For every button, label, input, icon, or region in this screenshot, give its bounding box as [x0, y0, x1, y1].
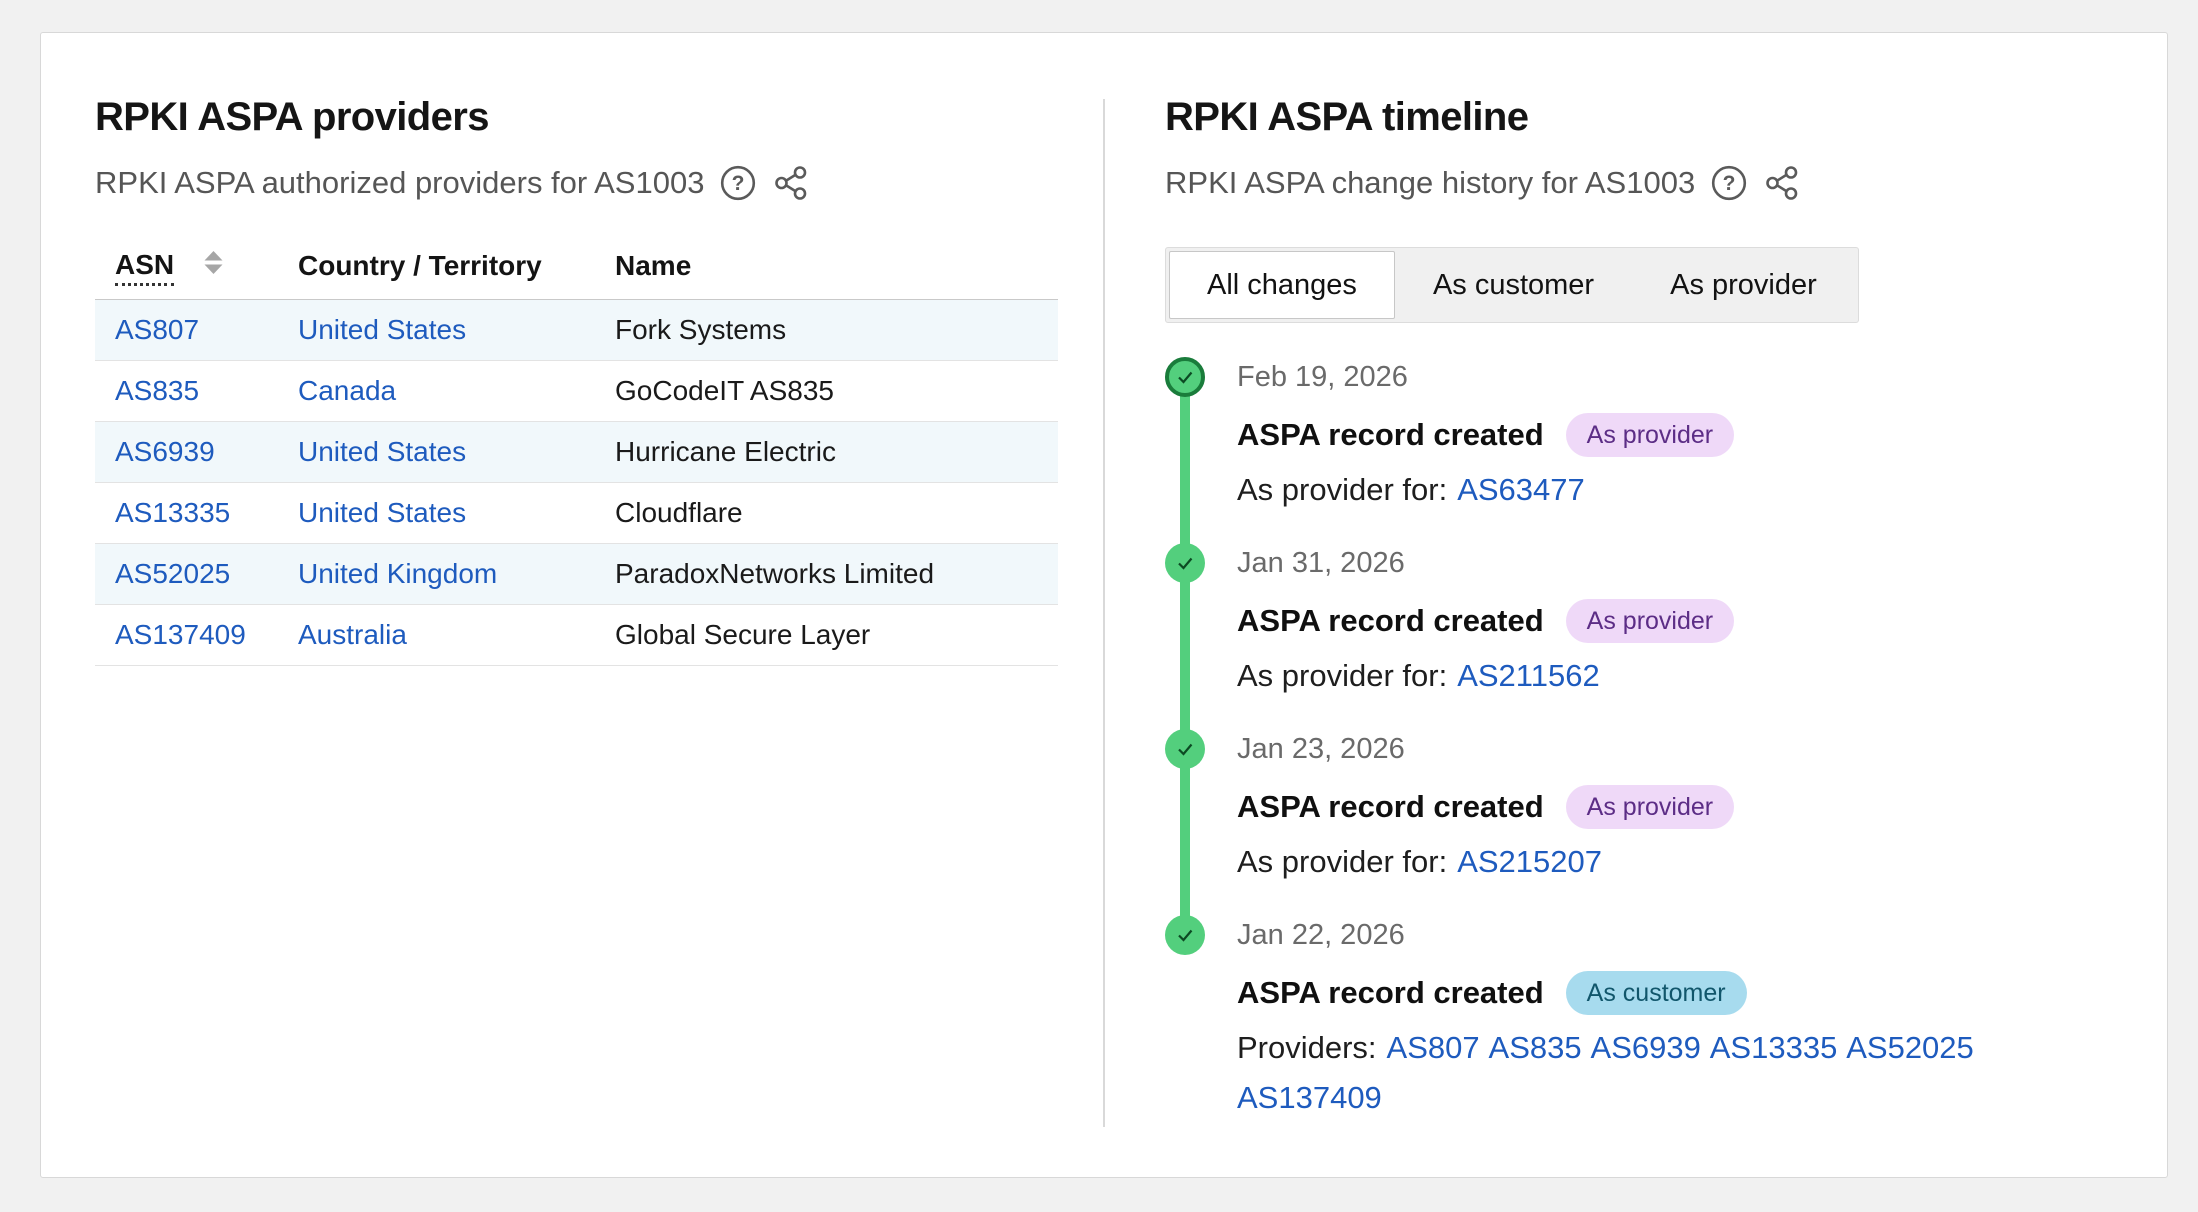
- table-row: AS835 Canada GoCodeIT AS835: [95, 361, 1058, 422]
- event-date: Jan 23, 2026: [1237, 729, 2097, 769]
- event-title-row: ASPA record created As provider: [1237, 785, 2097, 829]
- event-title: ASPA record created: [1237, 413, 1544, 457]
- check-circle-icon: [1165, 729, 1205, 769]
- provider-name: Hurricane Electric: [595, 422, 1058, 483]
- event-title: ASPA record created: [1237, 785, 1544, 829]
- providers-panel: RPKI ASPA providers RPKI ASPA authorized…: [41, 33, 1103, 1177]
- event-detail: Providers: AS807 AS835 AS6939 AS13335 AS5…: [1237, 1023, 2037, 1123]
- share-icon[interactable]: [772, 164, 810, 202]
- asn-link[interactable]: AS13335: [115, 497, 230, 528]
- provider-name: Global Secure Layer: [595, 605, 1058, 666]
- provider-name: Fork Systems: [595, 300, 1058, 361]
- svg-text:?: ?: [732, 172, 745, 195]
- provider-name: Cloudflare: [595, 483, 1058, 544]
- table-row: AS807 United States Fork Systems: [95, 300, 1058, 361]
- asn-link[interactable]: AS52025: [1846, 1030, 1974, 1065]
- svg-text:?: ?: [1723, 172, 1736, 195]
- table-row: AS6939 United States Hurricane Electric: [95, 422, 1058, 483]
- asn-link[interactable]: AS835: [1489, 1030, 1582, 1065]
- timeline-panel-title: RPKI ASPA timeline: [1165, 93, 2097, 141]
- timeline-subtitle-row: RPKI ASPA change history for AS1003 ?: [1165, 163, 2097, 203]
- country-link[interactable]: United States: [298, 436, 466, 467]
- check-circle-icon: [1165, 357, 1205, 397]
- event-detail-links: AS63477: [1457, 472, 1587, 507]
- providers-table: ASN Country / Territory Name AS807 Unite…: [95, 247, 1058, 666]
- asn-link[interactable]: AS13335: [1710, 1030, 1838, 1065]
- help-icon[interactable]: ?: [1710, 164, 1748, 202]
- main-card: RPKI ASPA providers RPKI ASPA authorized…: [40, 32, 2168, 1178]
- country-link[interactable]: United States: [298, 497, 466, 528]
- event-title: ASPA record created: [1237, 599, 1544, 643]
- timeline-filter-tabs: All changes As customer As provider: [1165, 247, 1859, 323]
- asn-link[interactable]: AS215207: [1457, 844, 1602, 879]
- country-link[interactable]: Australia: [298, 619, 407, 650]
- check-circle-icon: [1165, 915, 1205, 955]
- check-circle-icon: [1165, 543, 1205, 583]
- asn-link[interactable]: AS6939: [115, 436, 215, 467]
- providers-panel-title: RPKI ASPA providers: [95, 93, 1093, 141]
- event-date: Feb 19, 2026: [1237, 357, 2097, 397]
- timeline-event: Feb 19, 2026 ASPA record created As prov…: [1165, 357, 2097, 543]
- event-date: Jan 22, 2026: [1237, 915, 2097, 955]
- event-detail-label: As provider for:: [1237, 472, 1447, 507]
- event-badge: As customer: [1566, 971, 1747, 1015]
- asn-link[interactable]: AS6939: [1591, 1030, 1701, 1065]
- event-title: ASPA record created: [1237, 971, 1544, 1015]
- provider-name: ParadoxNetworks Limited: [595, 544, 1058, 605]
- tab-all-changes[interactable]: All changes: [1169, 251, 1395, 319]
- asn-link[interactable]: AS807: [115, 314, 199, 345]
- asn-link[interactable]: AS835: [115, 375, 199, 406]
- country-link[interactable]: United States: [298, 314, 466, 345]
- event-title-row: ASPA record created As provider: [1237, 413, 2097, 457]
- event-title-row: ASPA record created As provider: [1237, 599, 2097, 643]
- timeline-event: Jan 23, 2026 ASPA record created As prov…: [1165, 729, 2097, 915]
- event-detail: As provider for: AS63477: [1237, 465, 2037, 515]
- providers-subtitle: RPKI ASPA authorized providers for AS100…: [95, 163, 704, 203]
- timeline-panel: RPKI ASPA timeline RPKI ASPA change hist…: [1105, 33, 2167, 1177]
- event-detail: As provider for: AS215207: [1237, 837, 2037, 887]
- event-title-row: ASPA record created As customer: [1237, 971, 2097, 1015]
- event-detail-links: AS215207: [1457, 844, 1604, 879]
- event-detail-label: As provider for:: [1237, 658, 1447, 693]
- help-icon[interactable]: ?: [719, 164, 757, 202]
- tab-as-customer[interactable]: As customer: [1395, 251, 1632, 319]
- sort-icon: [202, 251, 225, 282]
- asn-link[interactable]: AS52025: [115, 558, 230, 589]
- asn-link[interactable]: AS137409: [115, 619, 246, 650]
- timeline: Feb 19, 2026 ASPA record created As prov…: [1165, 357, 2097, 1151]
- providers-subtitle-row: RPKI ASPA authorized providers for AS100…: [95, 163, 1093, 203]
- timeline-event: Jan 22, 2026 ASPA record created As cust…: [1165, 915, 2097, 1151]
- share-icon[interactable]: [1763, 164, 1801, 202]
- country-link[interactable]: Canada: [298, 375, 396, 406]
- event-date: Jan 31, 2026: [1237, 543, 2097, 583]
- column-header-country: Country / Territory: [278, 247, 595, 300]
- timeline-subtitle: RPKI ASPA change history for AS1003: [1165, 163, 1695, 203]
- asn-link[interactable]: AS211562: [1457, 658, 1600, 693]
- event-badge: As provider: [1566, 599, 1734, 643]
- event-badge: As provider: [1566, 785, 1734, 829]
- country-link[interactable]: United Kingdom: [298, 558, 497, 589]
- asn-link[interactable]: AS807: [1387, 1030, 1480, 1065]
- table-header-row: ASN Country / Territory Name: [95, 247, 1058, 300]
- asn-link[interactable]: AS137409: [1237, 1080, 1382, 1115]
- event-detail-label: As provider for:: [1237, 844, 1447, 879]
- column-header-asn[interactable]: ASN: [95, 247, 278, 300]
- event-detail-links: AS211562: [1457, 658, 1602, 693]
- table-row: AS137409 Australia Global Secure Layer: [95, 605, 1058, 666]
- timeline-event: Jan 31, 2026 ASPA record created As prov…: [1165, 543, 2097, 729]
- table-row: AS13335 United States Cloudflare: [95, 483, 1058, 544]
- table-row: AS52025 United Kingdom ParadoxNetworks L…: [95, 544, 1058, 605]
- provider-name: GoCodeIT AS835: [595, 361, 1058, 422]
- tab-as-provider[interactable]: As provider: [1632, 251, 1855, 319]
- asn-link[interactable]: AS63477: [1457, 472, 1585, 507]
- column-header-name: Name: [595, 247, 1058, 300]
- event-detail-label: Providers:: [1237, 1030, 1377, 1065]
- event-badge: As provider: [1566, 413, 1734, 457]
- asn-column-label: ASN: [115, 249, 174, 286]
- event-detail: As provider for: AS211562: [1237, 651, 2037, 701]
